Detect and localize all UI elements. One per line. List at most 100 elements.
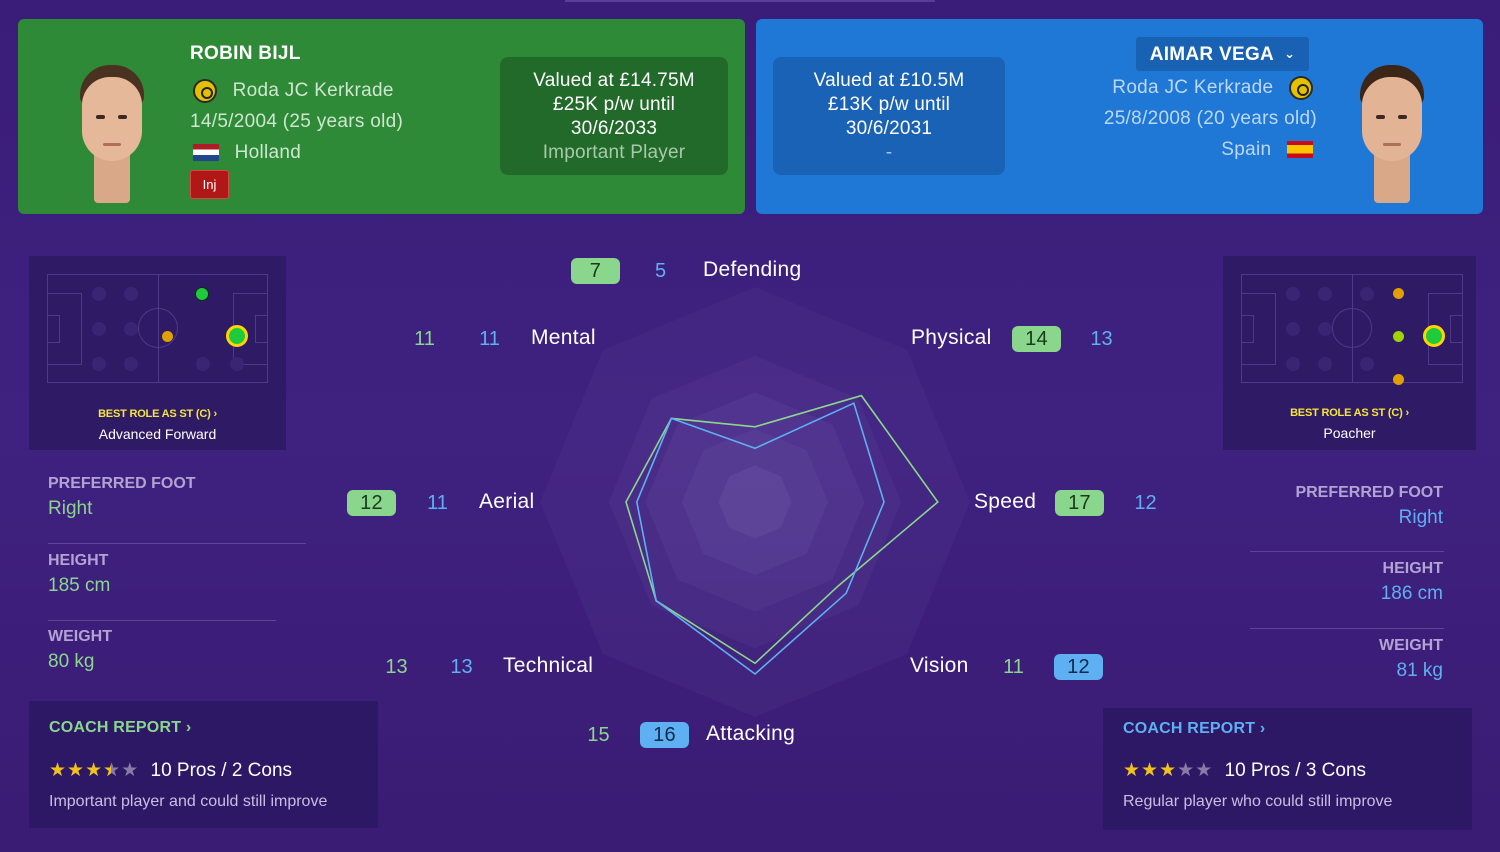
chevron-right-icon: › [1259,720,1266,737]
netherlands-flag-icon [193,144,219,162]
radar-value-physical-left: 14 [1012,326,1061,352]
contract-end-left: 30/6/2033 [570,118,658,139]
value-box-right: Valued at £10.5M £13K p/w until 30/6/203… [773,57,1005,175]
star-icon: ★ [1177,760,1194,781]
weight-label-left: WEIGHT [48,628,112,645]
weight-right: 81 kg [1396,660,1443,681]
radar-ring [540,287,970,717]
divider [48,543,306,544]
position-panel-left[interactable]: BEST ROLE AS ST (C) › Advanced Forward [29,256,286,450]
position-panel-right[interactable]: BEST ROLE AS ST (C) › Poacher [1223,256,1476,450]
club-name-right[interactable]: Roda JC Kerkrade [1112,77,1274,99]
pros-cons-right: 10 Pros / 3 Cons [1224,760,1367,781]
star-icon: ★ [1195,760,1212,781]
dob-right: 25/8/2008 (20 years old) [1103,108,1317,129]
club-name-left[interactable]: Roda JC Kerkrade [232,80,394,102]
value-right: Valued at £10.5M [813,70,965,91]
radar-value-defending-right: 5 [654,260,667,282]
dob-left: 14/5/2004 (25 years old) [190,111,404,132]
squad-status-left: Important Player [542,142,686,163]
radar-label-speed: Speed [974,490,1037,513]
player-name-right: AIMAR VEGA [1149,44,1275,65]
divider [1250,551,1444,552]
star-icon: ★ [1123,760,1140,781]
coach-report-right[interactable]: COACH REPORT › ★ ★ ★ ★ ★ 10 Pros / 3 Cons Re… [1103,708,1472,830]
player-face-right [1352,65,1432,205]
chevron-right-icon: › [213,408,217,420]
wage-right: £13K p/w until [827,94,951,115]
nation-left[interactable]: Holland [234,142,302,163]
position-dot-aml [1393,288,1404,299]
nation-right[interactable]: Spain [1221,139,1272,160]
radar-value-physical-right: 13 [1090,328,1113,350]
weight-label-right: WEIGHT [1379,637,1443,654]
star-icon: ★★ [103,760,120,781]
player-name-left[interactable]: ROBIN BIJL [190,43,301,64]
divider [48,620,276,621]
pitch-diagram-left [47,274,268,383]
coach-rating-right: ★ ★ ★ ★ ★ 10 Pros / 3 Cons [1123,759,1366,782]
star-icon: ★ [121,760,138,781]
position-dot-amr [1393,374,1404,385]
star-rating-left: ★★★★★★ [49,760,139,781]
radar-value-vision-left: 11 [1003,656,1024,678]
injury-badge[interactable]: Inj [190,170,229,199]
star-icon: ★ [67,760,84,781]
radar-ring [718,465,792,539]
star-icon: ★ [49,760,66,781]
squad-status-right: - [885,142,893,163]
nation-row-right: Spain [1221,139,1313,161]
radar-label-mental: Mental [531,326,596,349]
club-row-left: Roda JC Kerkrade [193,79,394,103]
value-left: Valued at £14.75M [533,70,695,91]
radar-ring [608,355,902,649]
star-icon: ★ [1141,760,1158,781]
star-icon: ★ [85,760,102,781]
chevron-down-icon: ⌄ [1284,46,1296,61]
star-rating-right: ★ ★ ★ ★ ★ [1123,760,1213,781]
chevron-right-icon: › [185,719,192,736]
position-dot-st [1423,325,1445,347]
radar-label-physical: Physical [911,326,992,349]
height-left: 185 cm [48,575,111,596]
radar-label-defending: Defending [703,258,802,281]
club-row-right: Roda JC Kerkrade [1112,76,1313,100]
radar-label-attacking: Attacking [706,722,796,745]
coach-report-title-left[interactable]: COACH REPORT › [49,719,192,736]
radar-value-vision-right: 12 [1054,654,1103,680]
player-card-left: ROBIN BIJL Roda JC Kerkrade 14/5/2004 (2… [18,19,745,214]
weight-left: 80 kg [48,651,95,672]
radar-label-vision: Vision [910,654,969,677]
spain-flag-icon [1287,141,1313,159]
height-right: 186 cm [1380,583,1443,604]
top-divider [565,0,935,2]
preferred-foot-label-left: PREFERRED FOOT [48,475,196,492]
club-crest-icon [193,79,217,103]
divider [1250,628,1444,629]
radar-value-speed-left: 17 [1055,490,1104,516]
coach-report-title-right[interactable]: COACH REPORT › [1123,720,1266,737]
position-dot-amc [1393,331,1404,342]
star-icon: ★ [1159,760,1176,781]
value-box-left: Valued at £14.75M £25K p/w until 30/6/20… [500,57,728,175]
pitch-diagram-right [1241,274,1463,385]
player-select-dropdown[interactable]: AIMAR VEGA ⌄ [1136,37,1309,71]
coach-summary-left: Important player and could still improve [49,793,328,810]
radar-value-speed-right: 12 [1134,492,1157,514]
position-dot-st [226,325,248,347]
position-dot-amc [195,287,209,301]
best-role-link-left[interactable]: BEST ROLE AS ST (C) › [98,408,217,420]
radar-value-attacking-right: 16 [640,722,689,748]
radar-series-right [635,402,885,676]
preferred-foot-right: Right [1398,507,1443,528]
radar-value-aerial-right: 11 [427,492,448,514]
coach-report-left[interactable]: COACH REPORT › ★★★★★★ 10 Pros / 2 Cons I… [29,701,378,828]
coach-summary-right: Regular player who could still improve [1123,793,1393,810]
radar-ring [681,428,829,576]
club-crest-icon [1289,76,1313,100]
radar-value-mental-left: 11 [414,328,435,350]
wage-left: £25K p/w until [552,94,676,115]
role-name-left: Advanced Forward [98,426,217,442]
best-role-link-right[interactable]: BEST ROLE AS ST (C) › [1290,407,1409,419]
